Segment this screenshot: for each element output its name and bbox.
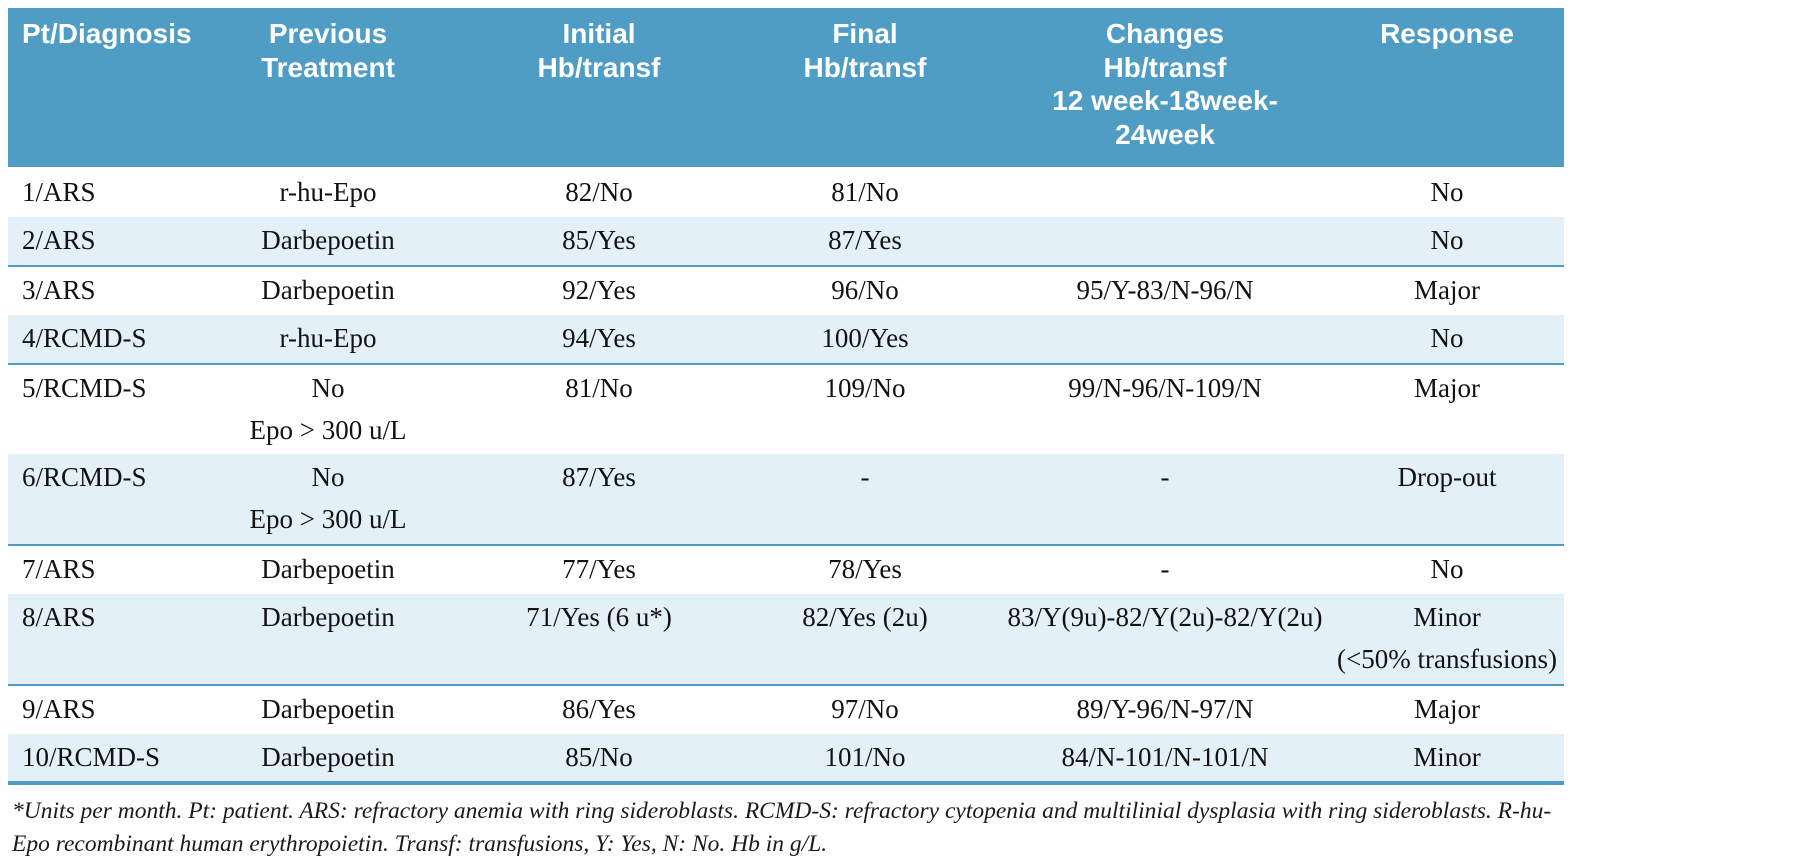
table-header-row: Pt/Diagnosis Previous Treatment Initial … — [8, 8, 1564, 170]
cell-initial-hb: 85/Yes — [562, 225, 636, 256]
cell-previous-treatment: r-hu-Epo — [279, 322, 377, 353]
cell-pt-diagnosis: 2/ARS — [22, 225, 96, 256]
table-row: 5/RCMD-S No Epo > 300 u/L 81/No 109/No 9… — [8, 364, 1564, 455]
cell-final-hb: 78/Yes — [828, 554, 902, 585]
cell-pt-diagnosis: 3/ARS — [22, 275, 96, 306]
cell-final-hb: 100/Yes — [821, 322, 909, 353]
cell-changes: - — [1160, 462, 1170, 493]
cell-initial-hb: 85/No — [565, 741, 633, 772]
cell-changes: 95/Y-83/N-96/N — [1076, 275, 1254, 306]
cell-changes: 84/N-101/N-101/N — [1061, 741, 1269, 772]
cell-changes: 83/Y(9u)-82/Y(2u)-82/Y(2u) — [1007, 601, 1323, 632]
cell-initial-hb: 77/Yes — [562, 554, 636, 585]
cell-final-hb: 109/No — [824, 372, 906, 403]
cell-pt-diagnosis: 9/ARS — [22, 693, 96, 724]
table-footnote: *Units per month. Pt: patient. ARS: refr… — [12, 798, 1552, 857]
table-row: 9/ARS Darbepoetin 86/Yes 97/No 89/Y-96/N… — [8, 685, 1564, 734]
cell-changes: 89/Y-96/N-97/N — [1076, 693, 1254, 724]
cell-previous-treatment: No Epo > 300 u/L — [249, 462, 407, 535]
column-header-response: Response — [1330, 8, 1564, 170]
cell-response: No — [1430, 225, 1464, 256]
column-header-pt-diagnosis: Pt/Diagnosis — [8, 8, 192, 170]
column-header-initial-hb-transf: Initial Hb/transf — [468, 8, 730, 170]
column-header-final-hb-transf: Final Hb/transf — [730, 8, 1000, 170]
cell-changes: - — [1160, 554, 1170, 585]
table-row: 3/ARS Darbepoetin 92/Yes 96/No 95/Y-83/N… — [8, 266, 1564, 315]
cell-response: Major — [1414, 275, 1480, 306]
cell-previous-treatment: Darbepoetin — [261, 275, 395, 306]
cell-changes — [1000, 315, 1330, 364]
cell-initial-hb: 86/Yes — [562, 693, 636, 724]
cell-response: Major — [1414, 693, 1480, 724]
column-header-changes-hb-transf: Changes Hb/transf 12 week-18week-24week — [1000, 8, 1330, 170]
cell-pt-diagnosis: 6/RCMD-S — [22, 462, 147, 493]
cell-final-hb: - — [860, 462, 870, 493]
cell-initial-hb: 82/No — [565, 177, 633, 208]
cell-initial-hb: 92/Yes — [562, 275, 636, 306]
cell-initial-hb: 94/Yes — [562, 322, 636, 353]
cell-previous-treatment: Darbepoetin — [261, 693, 395, 724]
cell-initial-hb: 81/No — [565, 372, 633, 403]
cell-response: No — [1430, 554, 1464, 585]
cell-final-hb: 81/No — [831, 177, 899, 208]
table-row: 8/ARS Darbepoetin 71/Yes (6 u*) 82/Yes (… — [8, 593, 1564, 685]
cell-changes: 99/N-96/N-109/N — [1068, 372, 1262, 403]
cell-response: No — [1430, 177, 1464, 208]
cell-previous-treatment: r-hu-Epo — [279, 177, 377, 208]
cell-response: No — [1430, 322, 1464, 353]
cell-response: Minor (<50% transfusions) — [1337, 601, 1557, 674]
cell-final-hb: 96/No — [831, 275, 899, 306]
cell-changes — [1000, 217, 1330, 266]
column-header-previous-treatment: Previous Treatment — [188, 8, 468, 170]
table-row: 2/ARS Darbepoetin 85/Yes 87/Yes No — [8, 217, 1564, 267]
cell-changes — [1000, 168, 1330, 217]
cell-pt-diagnosis: 10/RCMD-S — [22, 741, 161, 772]
cell-initial-hb: 71/Yes (6 u*) — [526, 601, 672, 632]
cell-final-hb: 82/Yes (2u) — [802, 601, 928, 632]
cell-pt-diagnosis: 4/RCMD-S — [22, 322, 147, 353]
table-row: 1/ARS r-hu-Epo 82/No 81/No No — [8, 168, 1564, 217]
cell-response: Minor — [1413, 741, 1481, 772]
cell-pt-diagnosis: 7/ARS — [22, 554, 96, 585]
table-row: 10/RCMD-S Darbepoetin 85/No 101/No 84/N-… — [8, 733, 1564, 784]
cell-final-hb: 101/No — [824, 741, 906, 772]
cell-previous-treatment: Darbepoetin — [261, 554, 395, 585]
cell-response: Major — [1414, 372, 1480, 403]
cell-pt-diagnosis: 5/RCMD-S — [22, 372, 147, 403]
table-row: 7/ARS Darbepoetin 77/Yes 78/Yes - No — [8, 545, 1564, 594]
cell-response: Drop-out — [1397, 462, 1497, 493]
cell-final-hb: 87/Yes — [828, 225, 902, 256]
cell-previous-treatment: Darbepoetin — [261, 741, 395, 772]
cell-initial-hb: 87/Yes — [562, 462, 636, 493]
patient-results-table: Pt/Diagnosis Previous Treatment Initial … — [8, 8, 1564, 785]
cell-final-hb: 97/No — [831, 693, 899, 724]
cell-previous-treatment: No Epo > 300 u/L — [249, 372, 407, 445]
cell-pt-diagnosis: 8/ARS — [22, 601, 96, 632]
cell-previous-treatment: Darbepoetin — [261, 225, 395, 256]
table-row: 6/RCMD-S No Epo > 300 u/L 87/Yes - - Dro… — [8, 454, 1564, 546]
cell-pt-diagnosis: 1/ARS — [22, 177, 96, 208]
table-row: 4/RCMD-S r-hu-Epo 94/Yes 100/Yes No — [8, 314, 1564, 364]
cell-previous-treatment: Darbepoetin — [261, 601, 395, 632]
